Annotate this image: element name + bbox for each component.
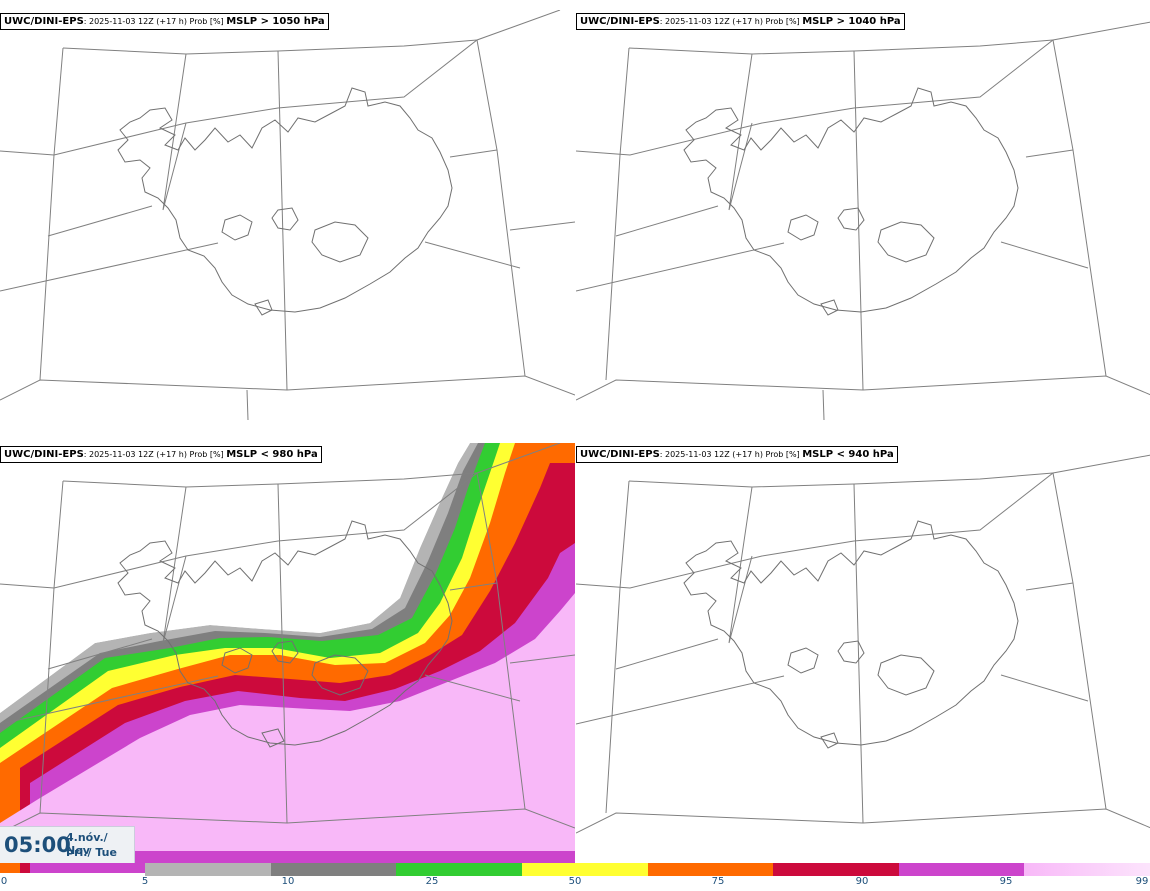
probability-field [0,443,575,873]
map-panel-mslp-lt-980: UWC/DINI-EPS: 2025-11-03 12Z (+17 h) Pro… [0,443,575,873]
map-svg [0,10,575,421]
panel-title: UWC/DINI-EPS: 2025-11-03 12Z (+17 h) Pro… [576,446,898,463]
panel-model: UWC/DINI-EPS [580,449,660,460]
colorbar-segment [396,863,523,876]
panel-meta: : 2025-11-03 12Z (+17 h) Prob [%] [83,450,227,459]
colorbar-segment [1024,863,1150,876]
map-svg [576,454,1150,834]
map-panel-mslp-gt-1040: UWC/DINI-EPS: 2025-11-03 12Z (+17 h) Pro… [576,10,1150,440]
colorbar-label: 25 [425,876,439,887]
panel-variable: MSLP > 1050 hPa [226,16,325,27]
panel-variable: MSLP < 940 hPa [802,449,894,460]
panel-variable: MSLP > 1040 hPa [802,16,901,27]
colorbar-label: 0 [0,876,8,887]
panel-title: UWC/DINI-EPS: 2025-11-03 12Z (+17 h) Pro… [0,13,329,30]
panel-title: UWC/DINI-EPS: 2025-11-03 12Z (+17 h) Pro… [0,446,322,463]
map-svg [0,443,575,873]
colorbar-segment [647,863,774,876]
panel-model: UWC/DINI-EPS [4,16,84,27]
valid-time: 05:00 [4,833,71,857]
panel-meta: : 2025-11-03 12Z (+17 h) Prob [%] [659,450,803,459]
colorbar-label: 95 [999,876,1013,887]
panel-model: UWC/DINI-EPS [580,16,660,27]
valid-date-line1: 4.nóv./ Nov [66,831,108,857]
colorbar-label: 5 [141,876,149,887]
colorbar-label: 99 [1135,876,1149,887]
colorbar [145,863,1150,876]
colorbar-segment [773,863,900,876]
colorbar-label: 90 [855,876,869,887]
map-svg [576,21,1150,421]
panel-model: UWC/DINI-EPS [4,449,84,460]
valid-time-box: 05:00 4.nóv./ Nov Þri./ Tue [0,826,135,863]
panel-meta: : 2025-11-03 12Z (+17 h) Prob [%] [659,17,803,26]
map-panel-mslp-lt-940: UWC/DINI-EPS: 2025-11-03 12Z (+17 h) Pro… [576,443,1150,873]
panel-title: UWC/DINI-EPS: 2025-11-03 12Z (+17 h) Pro… [576,13,905,30]
colorbar-segment [898,863,1025,876]
panel-variable: MSLP < 980 hPa [226,449,318,460]
valid-date-line2: Þri./ Tue [66,846,117,859]
panel-meta: : 2025-11-03 12Z (+17 h) Prob [%] [83,17,227,26]
colorbar-label: 10 [281,876,295,887]
colorbar-segment [521,863,648,876]
map-panel-mslp-gt-1050: UWC/DINI-EPS: 2025-11-03 12Z (+17 h) Pro… [0,10,575,440]
colorbar-label: 75 [711,876,725,887]
colorbar-segment [270,863,397,876]
colorbar-label: 50 [568,876,582,887]
colorbar-segment [145,863,271,876]
